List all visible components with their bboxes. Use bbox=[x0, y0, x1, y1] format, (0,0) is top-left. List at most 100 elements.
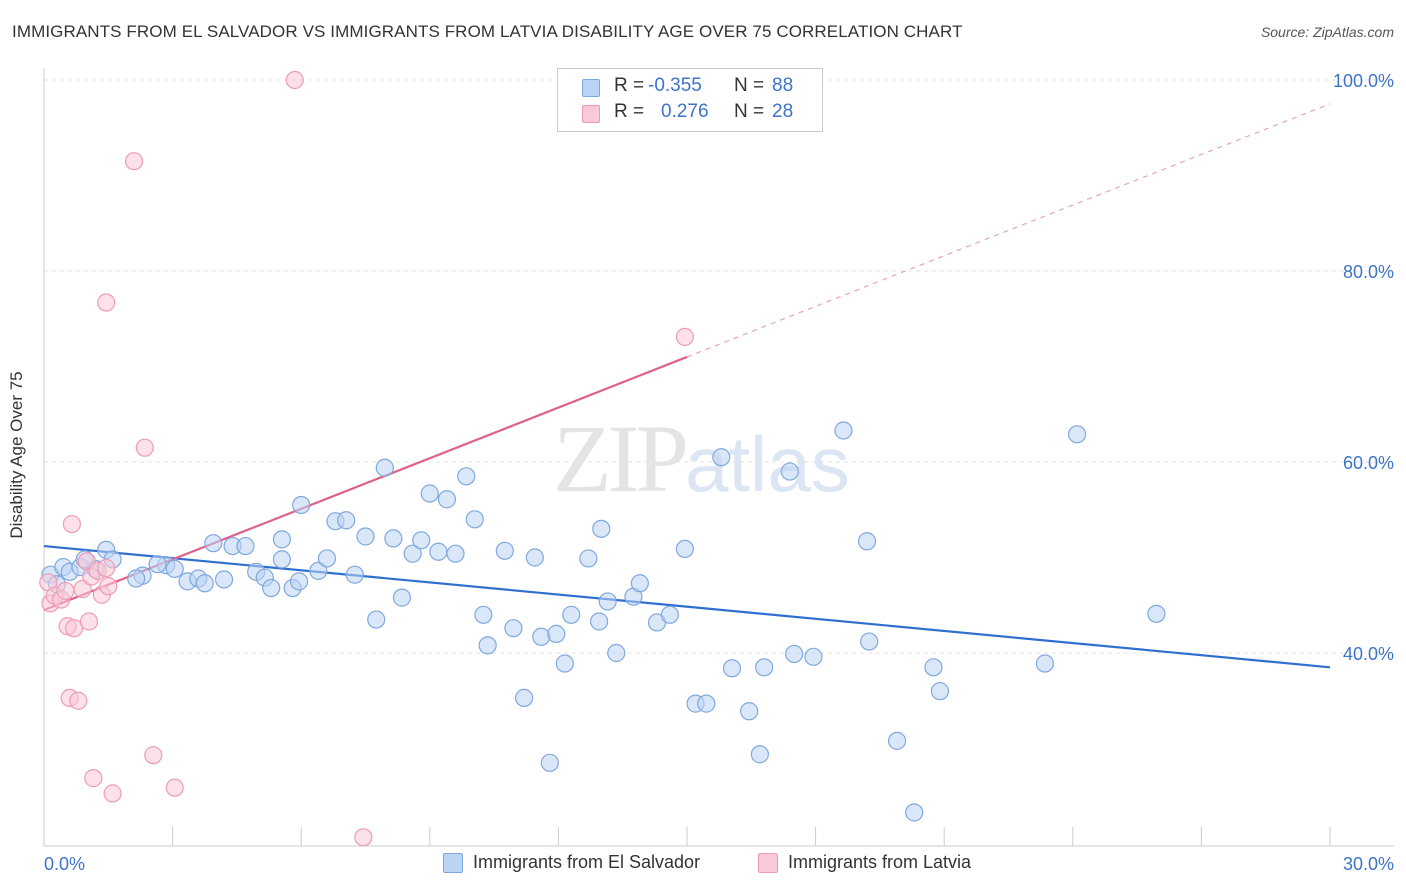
point-latvia bbox=[99, 577, 118, 596]
point-el-salvador bbox=[785, 644, 804, 664]
watermark: ZIPatlas bbox=[553, 403, 850, 514]
point-el-salvador bbox=[403, 544, 422, 563]
point-el-salvador bbox=[755, 658, 774, 677]
point-el-salvador bbox=[474, 605, 493, 624]
point-latvia bbox=[144, 746, 163, 765]
legend-n-label: N = bbox=[734, 101, 765, 122]
point-latvia bbox=[165, 778, 184, 797]
point-el-salvador bbox=[465, 510, 484, 529]
point-latvia bbox=[69, 691, 88, 710]
point-latvia bbox=[64, 619, 84, 638]
point-el-salvador bbox=[437, 490, 457, 509]
y-tick-label: 80.0% bbox=[1343, 262, 1394, 282]
legend-r-value: 0.276 bbox=[661, 101, 709, 122]
point-el-salvador bbox=[905, 803, 924, 822]
chart-title: IMMIGRANTS FROM EL SALVADOR VS IMMIGRANT… bbox=[12, 22, 963, 41]
point-el-salvador bbox=[607, 643, 626, 663]
point-el-salvador bbox=[429, 542, 448, 561]
legend-n-value: 28 bbox=[772, 101, 794, 122]
legend-r-label: R = bbox=[614, 101, 645, 122]
bottom-legend-label-el-salvador: Immigrants from El Salvador bbox=[473, 852, 701, 872]
point-el-salvador bbox=[579, 549, 598, 568]
point-el-salvador bbox=[887, 731, 907, 750]
point-el-salvador bbox=[337, 511, 356, 530]
point-el-salvador bbox=[697, 694, 716, 713]
point-el-salvador bbox=[345, 565, 364, 584]
legend-r-value: -0.355 bbox=[648, 75, 702, 96]
point-el-salvador bbox=[384, 529, 403, 548]
point-el-salvador bbox=[857, 532, 877, 551]
point-el-salvador bbox=[1147, 604, 1166, 623]
point-el-salvador bbox=[722, 659, 742, 678]
point-latvia bbox=[79, 612, 99, 631]
axis-layer bbox=[43, 68, 1394, 847]
point-el-salvador bbox=[317, 549, 337, 568]
point-latvia bbox=[97, 558, 116, 578]
point-latvia bbox=[285, 70, 304, 90]
point-el-salvador bbox=[740, 702, 759, 721]
bottom-legend-swatch-latvia bbox=[758, 853, 778, 873]
point-latvia bbox=[97, 293, 116, 312]
point-el-salvador bbox=[924, 658, 943, 677]
point-el-salvador bbox=[272, 530, 292, 549]
point-el-salvador bbox=[292, 495, 311, 515]
point-el-salvador bbox=[630, 574, 649, 593]
point-el-salvador bbox=[555, 654, 574, 673]
point-el-salvador bbox=[1067, 425, 1087, 444]
bottom-legend-swatch-el-salvador bbox=[443, 853, 463, 873]
point-el-salvador bbox=[127, 569, 146, 588]
point-latvia bbox=[124, 152, 144, 171]
point-el-salvador bbox=[309, 561, 328, 580]
point-el-salvador bbox=[547, 624, 566, 644]
point-el-salvador bbox=[780, 462, 799, 481]
point-el-salvador bbox=[236, 536, 255, 556]
point-el-salvador bbox=[420, 484, 439, 503]
point-el-salvador bbox=[540, 753, 559, 772]
trend-line-latvia-extension bbox=[686, 103, 1331, 358]
point-el-salvador bbox=[165, 559, 184, 579]
y-tick-label: 40.0% bbox=[1343, 644, 1394, 664]
grid-layer bbox=[44, 79, 1394, 654]
trend-line-el-salvador bbox=[43, 544, 1331, 669]
point-el-salvador bbox=[834, 421, 853, 440]
legend-n-label: N = bbox=[734, 75, 765, 96]
point-el-salvador bbox=[272, 550, 292, 569]
watermark-atlas: atlas bbox=[685, 420, 850, 508]
legend-r-label: R = bbox=[614, 75, 645, 96]
correlation-legend: R = -0.355 N = 88 R = 0.276 N = 28 bbox=[557, 68, 823, 132]
point-el-salvador bbox=[262, 578, 281, 598]
point-el-salvador bbox=[930, 682, 950, 701]
trend-layer bbox=[43, 103, 1331, 669]
point-latvia bbox=[84, 769, 103, 788]
point-el-salvador bbox=[562, 605, 581, 624]
watermark-zip: ZIP bbox=[553, 405, 689, 512]
point-el-salvador bbox=[532, 627, 551, 646]
point-el-salvador bbox=[590, 612, 609, 631]
point-el-salvador bbox=[412, 531, 431, 550]
point-el-salvador bbox=[804, 647, 823, 666]
point-el-salvador bbox=[446, 544, 465, 563]
point-latvia bbox=[135, 438, 154, 457]
point-el-salvador bbox=[1035, 654, 1055, 673]
point-el-salvador bbox=[289, 572, 309, 591]
legend-n-value: 88 bbox=[772, 75, 794, 96]
point-el-salvador bbox=[214, 570, 234, 589]
x-tick-label: 0.0% bbox=[44, 854, 85, 874]
point-latvia bbox=[62, 514, 81, 534]
source-credit: Source: ZipAtlas.com bbox=[1260, 24, 1394, 40]
legend-swatch-el-salvador bbox=[582, 79, 600, 97]
point-latvia bbox=[354, 828, 373, 847]
point-el-salvador bbox=[598, 592, 617, 611]
point-el-salvador bbox=[457, 467, 476, 486]
point-latvia bbox=[103, 784, 122, 803]
point-el-salvador bbox=[660, 605, 679, 624]
y-axis-label: Disability Age Over 75 bbox=[7, 371, 26, 539]
point-el-salvador bbox=[375, 458, 394, 477]
point-el-salvador bbox=[204, 534, 223, 553]
point-el-salvador bbox=[712, 448, 731, 467]
point-el-salvador bbox=[367, 610, 386, 629]
point-latvia bbox=[73, 579, 92, 599]
legend-swatch-latvia bbox=[582, 105, 600, 123]
x-tick-label: 30.0% bbox=[1343, 854, 1394, 874]
